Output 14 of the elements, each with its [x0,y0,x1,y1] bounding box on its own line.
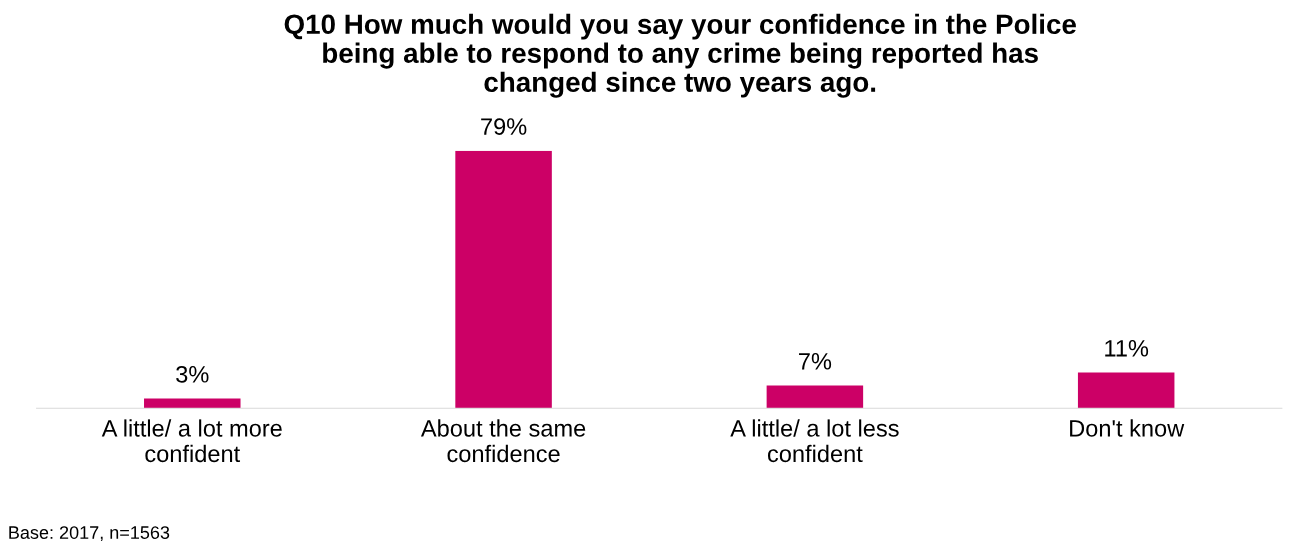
bar [766,385,864,409]
x-tick-label: A little/ a lot less confident [730,419,899,463]
data-label: 3% [176,365,209,383]
x-tick-label: About the same confidence [420,419,586,463]
x-tick-label: A little/ a lot more confident [101,419,282,463]
text: Base: 2017, n=1563 [9,526,170,542]
data-label: 7% [799,353,832,370]
data-label: 11% [1105,340,1149,357]
bar [1077,372,1175,409]
data-label: 79% [481,118,527,135]
bar [144,398,241,409]
x-tick-label: Don't know [1070,419,1185,437]
bar [455,150,552,409]
chart-title: Q10 How much would you say your confidence in the Police being able to respond to any crime being reported has changed since two years ago. [284,13,1076,98]
